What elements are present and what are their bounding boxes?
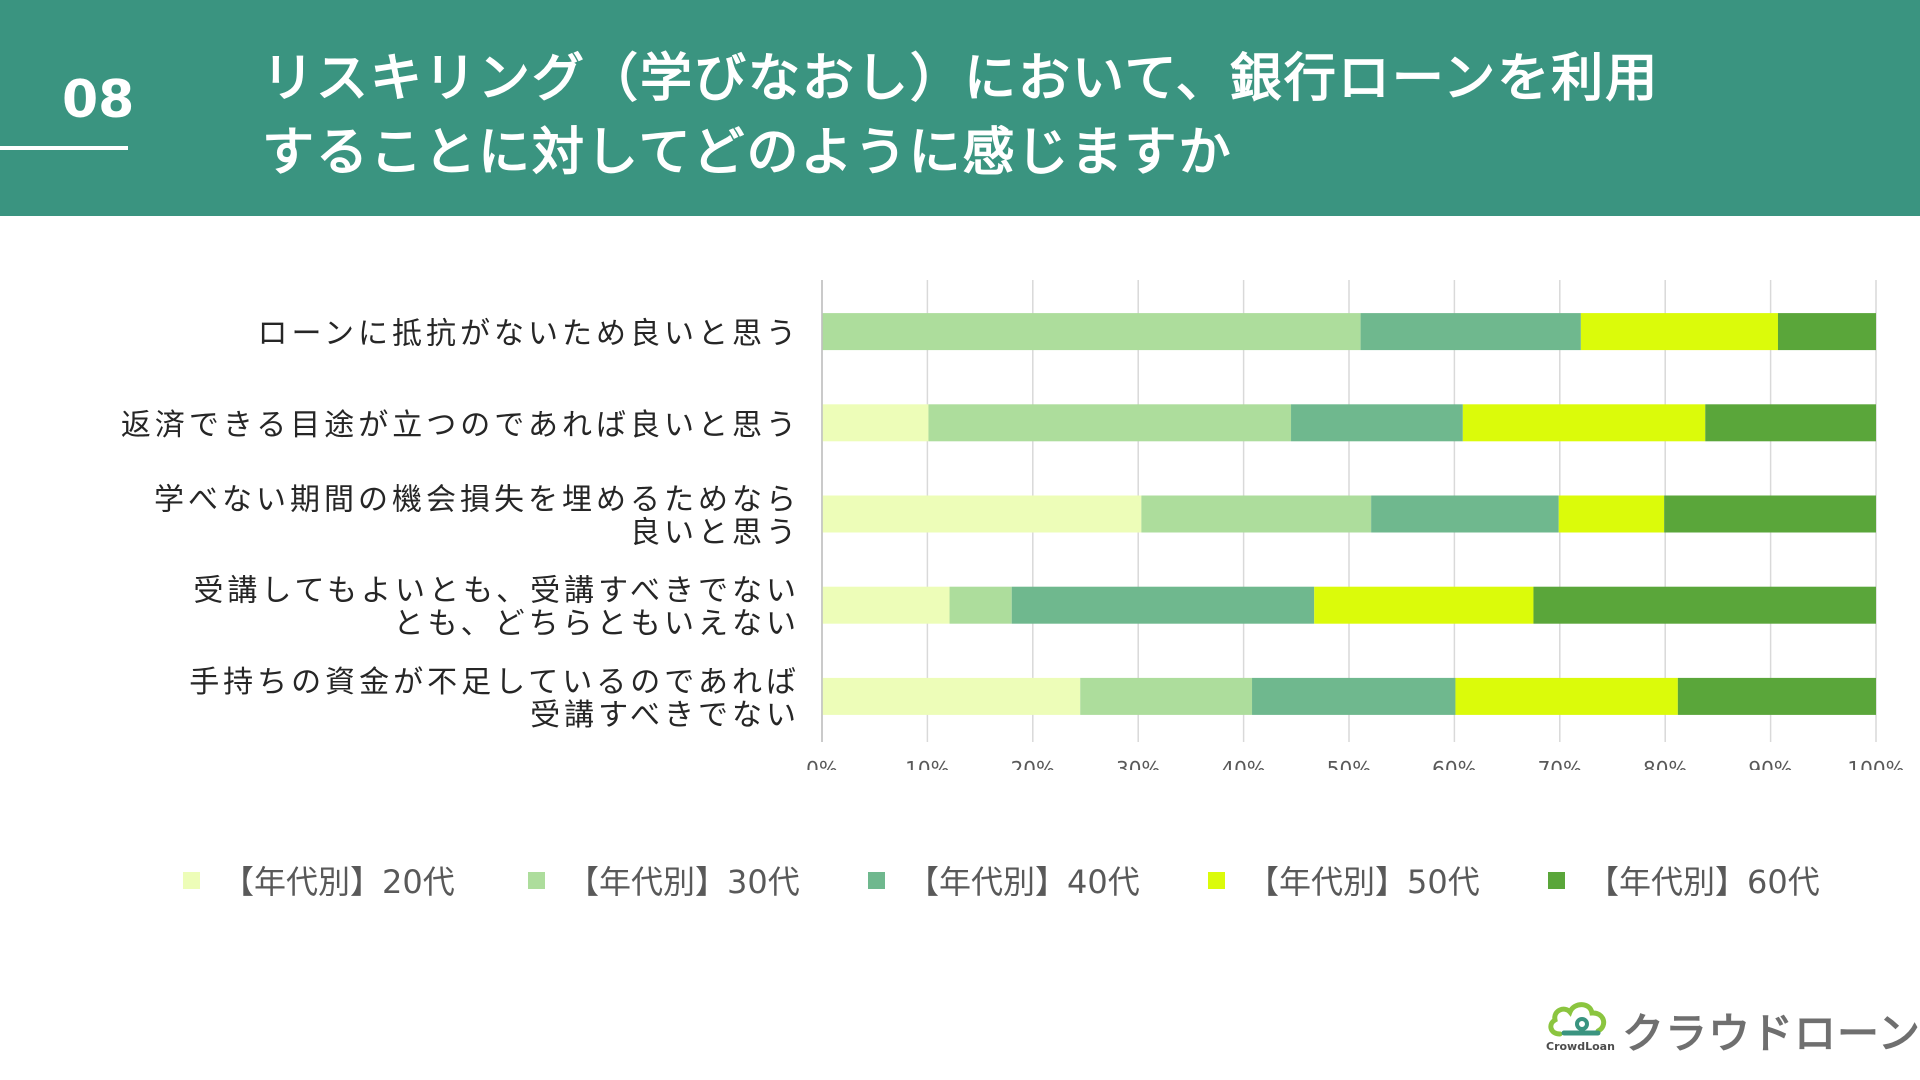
bar-segment bbox=[1677, 677, 1876, 715]
legend-label: 【年代別】50代 bbox=[1247, 863, 1480, 901]
legend-item: 【年代別】40代 bbox=[868, 858, 1140, 902]
category-label: 学べない期間の機会損失を埋めるためなら bbox=[154, 483, 800, 518]
bar-segment bbox=[928, 404, 1292, 442]
bar-segment bbox=[1011, 586, 1315, 624]
legend-label: 【年代別】40代 bbox=[907, 863, 1140, 901]
x-tick-label: 50% bbox=[1327, 757, 1371, 770]
legend-swatch bbox=[1548, 871, 1565, 889]
page-title-line-1: リスキリング（学びなおし）において、銀行ローンを利用 bbox=[262, 49, 1660, 109]
bar-segment bbox=[1558, 495, 1665, 533]
x-tick-label: 60% bbox=[1432, 757, 1476, 770]
legend-item: 【年代別】20代 bbox=[183, 858, 455, 902]
category-label: 受講すべきでない bbox=[530, 698, 800, 733]
x-tick-label: 20% bbox=[1011, 757, 1055, 770]
legend-item: 【年代別】50代 bbox=[1208, 858, 1480, 902]
logo-text: クラウドローン bbox=[1622, 1009, 1920, 1058]
slide-number: 08 bbox=[62, 70, 135, 130]
bar-segment bbox=[1705, 404, 1876, 442]
logo-subtext: CrowdLoan bbox=[1546, 1040, 1615, 1053]
bar-segment bbox=[1533, 586, 1876, 624]
bar-segment bbox=[1664, 495, 1876, 533]
x-tick-label: 10% bbox=[905, 757, 949, 770]
legend-label: 【年代別】60代 bbox=[1587, 863, 1820, 901]
category-label: ローンに抵抗がないため良いと思う bbox=[258, 317, 801, 352]
bar-segment bbox=[1141, 495, 1372, 533]
slide-number-underline bbox=[0, 146, 128, 150]
x-tick-label: 90% bbox=[1748, 757, 1792, 770]
legend-swatch bbox=[183, 871, 200, 889]
category-label: 手持ちの資金が不足しているのであれば bbox=[189, 665, 800, 700]
page-title: リスキリング（学びなおし）において、銀行ローンを利用 することに対してどのように… bbox=[262, 42, 1882, 190]
bar-segment bbox=[822, 404, 929, 442]
bar-segment bbox=[1462, 404, 1706, 442]
x-tick-label: 80% bbox=[1643, 757, 1687, 770]
category-label: とも、どちらともいえない bbox=[394, 607, 801, 642]
bar-segment bbox=[822, 313, 1361, 351]
bar-segment bbox=[822, 677, 1081, 715]
bar-segment bbox=[1777, 313, 1876, 351]
legend-item: 【年代別】30代 bbox=[528, 858, 800, 902]
cloud-icon bbox=[1548, 1002, 1607, 1037]
crowdloan-logo: クラウドローン CrowdLoan bbox=[1546, 1000, 1920, 1060]
header-banner: 08 リスキリング（学びなおし）において、銀行ローンを利用 することに対してどの… bbox=[0, 0, 1920, 216]
bar-segment bbox=[1252, 677, 1456, 715]
x-tick-label: 40% bbox=[1221, 757, 1265, 770]
legend-swatch bbox=[1208, 871, 1225, 889]
category-label: 良いと思う bbox=[630, 516, 800, 551]
legend-item: 【年代別】60代 bbox=[1548, 858, 1820, 902]
page-title-line-2: することに対してどのように感じますか bbox=[262, 123, 1233, 183]
x-tick-label: 70% bbox=[1538, 757, 1582, 770]
legend-label: 【年代別】20代 bbox=[222, 863, 455, 901]
bar-segment bbox=[1360, 313, 1581, 351]
bar-segment bbox=[1291, 404, 1463, 442]
bar-segment bbox=[1371, 495, 1559, 533]
legend-swatch bbox=[528, 871, 545, 889]
x-tick-label: 0% bbox=[806, 757, 838, 770]
chart-legend: 【年代別】20代 【年代別】30代 【年代別】40代 【年代別】50代 【年代別】60代 bbox=[0, 858, 1920, 902]
bar-segment bbox=[949, 586, 1012, 624]
bar-segment bbox=[1455, 677, 1678, 715]
legend-swatch bbox=[868, 871, 885, 889]
category-label: 受講してもよいとも、受講すべきでない bbox=[193, 574, 800, 609]
x-tick-label: 30% bbox=[1116, 757, 1160, 770]
stacked-bar-chart: 0% 10% 20% 30% 40% 50% 60% 70% 80% 90% 100% ローンに抵抗が… bbox=[121, 280, 1905, 770]
bar-segment bbox=[1314, 586, 1534, 624]
bar-segment bbox=[822, 586, 950, 624]
bar-segment bbox=[1080, 677, 1253, 715]
category-label: 返済できる目途が立つのであれば良いと思う bbox=[121, 408, 800, 443]
x-tick-label: 100% bbox=[1847, 757, 1904, 770]
bar-segment bbox=[822, 495, 1142, 533]
legend-label: 【年代別】30代 bbox=[567, 863, 800, 901]
bar-segment bbox=[1580, 313, 1778, 351]
